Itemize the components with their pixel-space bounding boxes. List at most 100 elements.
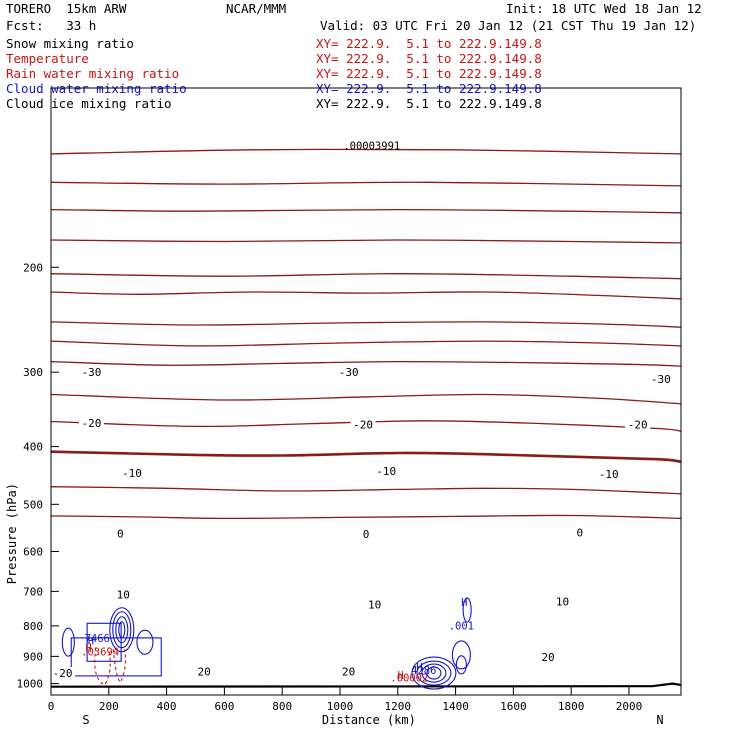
isotherm-4 <box>50 273 682 280</box>
isotherm-label-bg-12 <box>114 588 133 601</box>
y-tick-label-8: 1000 <box>17 678 44 691</box>
legend-label-temperature: Temperature <box>6 51 89 66</box>
cloud-water-contour-g0 <box>411 656 457 690</box>
isotherm-11 <box>50 450 682 463</box>
mixing-ratio-label-9: H <box>461 597 467 609</box>
y-tick-label-1: 300 <box>23 366 43 379</box>
x-tick-label-6: 1200 <box>385 700 412 713</box>
y-tick-label-0: 200 <box>23 261 43 274</box>
isotherm-label-bg-18 <box>50 667 76 680</box>
cloud-water-contour-a1 <box>115 616 129 644</box>
isotherm-label-4: -20 <box>353 418 373 431</box>
x-axis-title: Distance (km) <box>322 713 416 727</box>
cloud-water-box-1 <box>86 622 122 662</box>
mixing-ratio-label-2: .03694 <box>81 647 119 659</box>
mixing-ratio-label-1: 7466 <box>85 633 110 645</box>
isotherm-label-1: -30 <box>339 366 359 379</box>
isotherm-label-bg-4 <box>350 418 376 431</box>
cloud-water-contour-e <box>455 655 467 675</box>
plot-frame <box>50 87 682 696</box>
y-tick-label-3: 500 <box>23 498 43 511</box>
cloud-water-contour-d <box>451 640 471 670</box>
isotherm-label-bg-5 <box>625 418 651 431</box>
isotherm-2 <box>50 208 682 214</box>
cloud-water-contour-g3 <box>426 666 442 680</box>
agency-label: NCAR/MMM <box>226 1 287 16</box>
isotherm-8 <box>50 360 682 367</box>
cloud-water-contour-a2 <box>112 611 132 649</box>
isotherm-label-bg-7 <box>373 465 399 478</box>
isotherm-label-bg-9 <box>114 527 126 540</box>
isotherm-label-6: -10 <box>122 467 142 480</box>
x-tick-label-8: 1600 <box>500 700 527 713</box>
isotherm-label-17: 20 <box>198 666 211 679</box>
y-tick-label-5: 700 <box>23 585 43 598</box>
isotherm-label-12: 10 <box>117 588 130 601</box>
x-tick-label-1: 200 <box>99 700 119 713</box>
endpoint-left-label: S <box>82 713 89 727</box>
legend-label-snow: Snow mixing ratio <box>6 36 134 51</box>
isotherm-label-13: 10 <box>368 599 381 612</box>
isotherm-label-bg-6 <box>119 467 145 480</box>
y-tick-label-4: 600 <box>23 545 43 558</box>
isotherm-label-7: -10 <box>376 465 396 478</box>
cloud-water-contour-g1 <box>416 660 452 686</box>
isotherm-9 <box>50 393 682 405</box>
surface-line <box>50 682 682 688</box>
mixing-ratio-label-3: H <box>85 642 91 654</box>
x-tick-label-10: 2000 <box>616 700 643 713</box>
isotherm-label-bg-3 <box>78 416 104 429</box>
cloud-water-contour-a0 <box>118 621 126 639</box>
x-tick-label-4: 800 <box>272 700 292 713</box>
endpoint-right-label: N <box>656 713 663 727</box>
isotherm-label-0: -30 <box>82 366 102 379</box>
mixing-ratio-label-5: 4286 <box>411 665 436 677</box>
isotherm-0 <box>50 148 682 155</box>
isotherm-label-8: -10 <box>599 468 619 481</box>
cloud-water-contour-g2 <box>421 663 447 683</box>
legend-xy-cloud-ice: XY= 222.9. 5.1 to 222.9.149.8 <box>316 96 542 111</box>
isotherm-label-3: -20 <box>82 417 102 430</box>
cloud-water-contour-a3 <box>109 607 135 653</box>
isotherm-label-bg-14 <box>553 595 572 608</box>
isotherm-label-bg-0 <box>78 366 104 379</box>
mixing-ratio-label-8: .001 <box>449 621 474 633</box>
isotherm-label-bg-10 <box>360 528 372 541</box>
isotherm-13 <box>50 514 682 520</box>
x-tick-label-2: 400 <box>157 700 177 713</box>
isotherm-label-bg-2 <box>648 372 674 385</box>
model-title: TORERO 15km ARW <box>6 1 127 16</box>
isotherm-label-bg-16 <box>339 665 358 678</box>
isotherm-label-16: 20 <box>342 666 355 679</box>
isotherm-label-18: -20 <box>53 667 73 680</box>
x-tick-label-0: 0 <box>48 700 55 713</box>
x-tick-label-3: 600 <box>214 700 234 713</box>
isotherm-label-11: 0 <box>577 527 584 540</box>
isotherm-label-14: 10 <box>556 595 569 608</box>
isotherm-label-bg-11 <box>574 526 586 539</box>
valid-time: Valid: 03 UTC Fri 20 Jan 12 (21 CST Thu … <box>320 18 697 33</box>
forecast-hour: Fcst: 33 h <box>6 18 97 33</box>
mixing-ratio-label-10: .00003991 <box>343 141 400 153</box>
isotherm-label-bg-1 <box>336 366 362 379</box>
isotherm-12 <box>50 486 682 495</box>
mixing-ratio-label-0: H <box>88 636 94 648</box>
isotherm-label-2: -30 <box>651 373 671 386</box>
mixing-ratio-label-6: .00002 <box>390 673 428 685</box>
x-tick-label-7: 1400 <box>442 700 469 713</box>
isotherm-3 <box>50 239 682 244</box>
isotherm-label-bg-17 <box>195 665 214 678</box>
y-tick-label-7: 900 <box>23 650 43 663</box>
isotherm-label-10: 0 <box>363 528 370 541</box>
cloud-water-contour-f <box>462 597 472 623</box>
init-time: Init: 18 UTC Wed 18 Jan 12 <box>506 1 702 16</box>
isotherm-6 <box>50 321 682 328</box>
x-tick-label-5: 1000 <box>327 700 354 713</box>
isotherm-label-bg-8 <box>596 468 622 481</box>
isotherm-7 <box>50 340 682 347</box>
legend-label-cloud-ice: Cloud ice mixing ratio <box>6 96 172 111</box>
isotherm-label-5: -20 <box>628 418 648 431</box>
isotherm-label-15: 20 <box>541 651 554 664</box>
y-axis-title: Pressure (hPa) <box>5 483 19 584</box>
isotherm-5 <box>50 291 682 300</box>
